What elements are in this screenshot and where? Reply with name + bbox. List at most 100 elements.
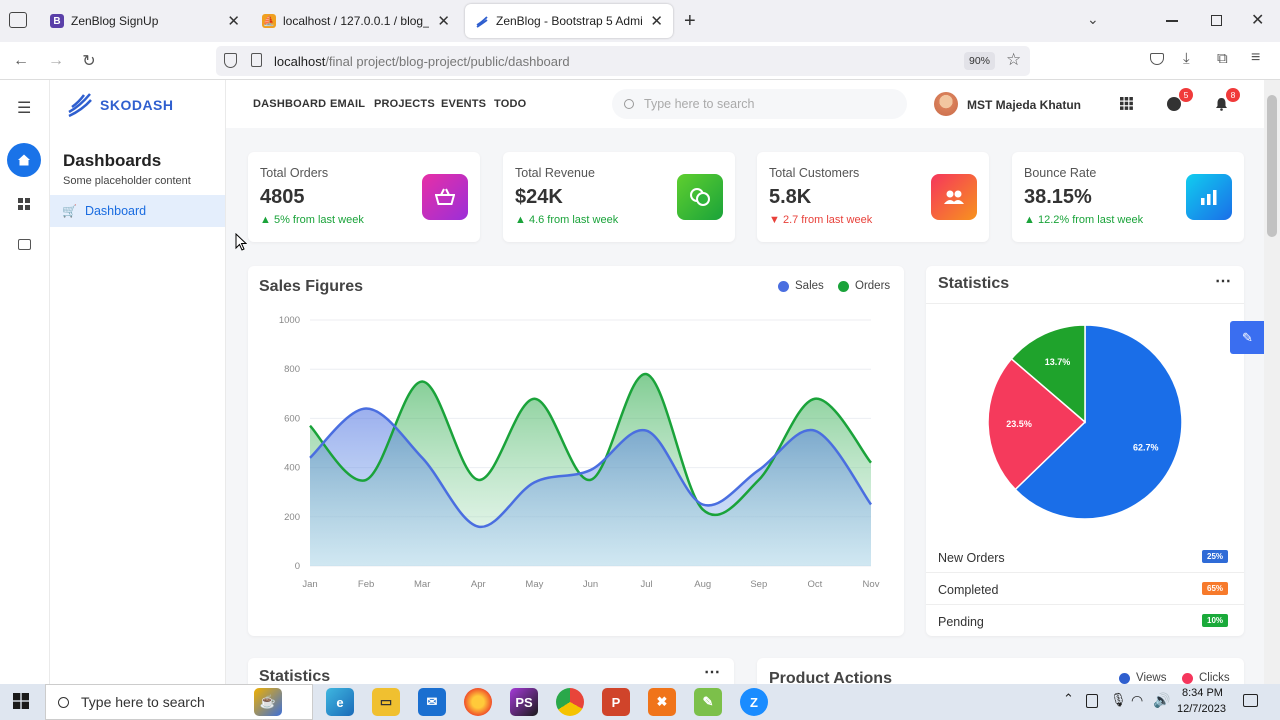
search-box[interactable]: Type here to search (612, 89, 907, 119)
x-tick-label: Oct (808, 579, 823, 590)
menu-icon[interactable]: ≡ (1251, 49, 1261, 66)
stat-change: ▲ 4.6 from last week (515, 214, 619, 226)
messenger-icon[interactable] (1167, 97, 1181, 111)
tab-zenblog-signup[interactable]: B ZenBlog SignUp ✕ (40, 4, 250, 38)
search-icon (58, 696, 69, 708)
mouse-cursor-icon (235, 232, 248, 256)
stat-card-total-orders: Total Orders 4805 ▲ 5% from last week (248, 152, 480, 242)
notepad-icon[interactable]: ✎ (694, 688, 722, 716)
money-icon (677, 174, 723, 220)
legend-dot (838, 280, 849, 292)
stat-value: 5.8K (769, 186, 812, 208)
x-tick-label: Jun (583, 579, 598, 590)
sales-figures-title: Sales Figures (259, 278, 364, 295)
taskbar-date[interactable]: 12/7/2023 (1177, 703, 1226, 715)
sidebar-item-dashboard[interactable]: 🛒 Dashboard (50, 195, 225, 227)
y-tick-label: 800 (284, 364, 300, 375)
hamburger-icon[interactable]: ☰ (17, 100, 32, 117)
line-sales (309, 407, 873, 528)
stat-row-label: New Orders (938, 551, 1005, 565)
messages-badge: 5 (1179, 88, 1193, 102)
tray-chevron-icon[interactable]: ⌃ (1063, 691, 1074, 706)
document-icon[interactable] (18, 239, 31, 250)
stat-change: ▼ 2.7 from last week (769, 214, 873, 226)
tab-zenblog-admin[interactable]: ZenBlog - Bootstrap 5 Admin T ✕ (465, 4, 673, 38)
forward-icon[interactable]: → (48, 52, 64, 69)
powerpoint-icon[interactable]: P (602, 688, 630, 716)
user-name[interactable]: MST Majeda Khatun (967, 98, 1082, 112)
nav-projects[interactable]: PROJECTS (374, 98, 435, 110)
firefox-icon[interactable] (464, 688, 492, 716)
legend-dot (1119, 672, 1130, 684)
x-tick-label: Aug (694, 579, 711, 590)
shield-icon[interactable] (224, 53, 237, 68)
extensions-icon[interactable]: ⧉ (1217, 50, 1228, 67)
minimize-icon[interactable] (1166, 20, 1178, 22)
home-icon[interactable] (7, 143, 41, 177)
more-options-icon[interactable]: ⋯ (704, 664, 720, 681)
arrow-up-icon: ▲ (1024, 214, 1038, 226)
download-icon[interactable]: ⤓ (1183, 50, 1190, 67)
page-icon[interactable] (251, 53, 262, 67)
close-tab-icon[interactable]: ✕ (650, 13, 663, 30)
chrome-icon[interactable] (556, 688, 584, 716)
stat-value: 4805 (260, 186, 305, 208)
url-text[interactable]: localhost/final project/blog-project/pub… (274, 54, 570, 69)
card-divider (926, 303, 1244, 304)
nav-dashboard[interactable]: DASHBOARD (253, 98, 327, 110)
bell-icon[interactable] (1215, 97, 1228, 116)
volume-icon[interactable]: 🔊 (1153, 692, 1171, 708)
chevron-down-icon[interactable]: ⌄ (1087, 11, 1099, 27)
close-tab-icon[interactable]: ✕ (227, 13, 240, 30)
taskbar-time[interactable]: 8:34 PM (1182, 687, 1223, 699)
nav-email[interactable]: EMAIL (330, 98, 366, 110)
legend-sales: Sales (778, 280, 824, 292)
reload-icon[interactable]: ↻ (82, 53, 96, 70)
file-explorer-icon[interactable]: ▭ (372, 688, 400, 716)
tab-phpmyadmin[interactable]: ⛵ localhost / 127.0.0.1 / blog_proj ✕ (252, 4, 460, 38)
stat-title: Total Customers (769, 166, 860, 180)
zoom-level[interactable]: 90% (964, 52, 996, 70)
new-tab-icon[interactable]: + (684, 10, 696, 32)
stat-row-label: Completed (938, 583, 999, 597)
windows-start-icon[interactable] (13, 693, 29, 714)
legend-orders: Orders (838, 280, 890, 292)
phpmyadmin-icon: ⛵ (262, 14, 276, 28)
scrollbar-thumb[interactable] (1267, 95, 1277, 237)
xampp-icon[interactable]: ✖ (648, 688, 676, 716)
tab-title: ZenBlog SignUp (71, 14, 159, 28)
sidebar-title: Dashboards (63, 151, 162, 170)
restore-icon[interactable] (1211, 15, 1222, 26)
tray-device-icon[interactable] (1086, 694, 1098, 708)
nav-todo[interactable]: TODO (494, 98, 527, 110)
stat-card-total-customers: Total Customers 5.8K ▼ 2.7 from last wee… (757, 152, 989, 242)
phpstorm-icon[interactable]: PS (510, 688, 538, 716)
back-icon[interactable]: ← (13, 52, 29, 69)
cart-icon: 🛒 (62, 204, 77, 218)
tab-list-icon[interactable] (9, 12, 27, 28)
nav-events[interactable]: EVENTS (441, 98, 487, 110)
theme-customizer-button[interactable]: ✎ (1230, 321, 1264, 354)
wifi-icon[interactable]: ◠ (1131, 692, 1144, 708)
star-icon[interactable]: ☆ (1006, 50, 1022, 69)
address-bar[interactable] (216, 46, 1030, 76)
x-tick-label: May (525, 579, 543, 590)
more-options-icon[interactable]: ⋯ (1215, 273, 1231, 290)
user-avatar[interactable] (934, 92, 958, 116)
microphone-icon[interactable]: 🎙 (1110, 692, 1127, 707)
x-tick-label: Mar (414, 579, 430, 590)
stat-row-pending: Pending 10% (926, 605, 1244, 637)
zoom-app-icon[interactable]: Z (740, 688, 768, 716)
grid-menu-icon[interactable] (1120, 97, 1133, 115)
apps-icon[interactable] (18, 197, 30, 215)
notification-center-icon[interactable] (1243, 694, 1258, 707)
edge-icon[interactable]: e (326, 688, 354, 716)
close-tab-icon[interactable]: ✕ (437, 13, 450, 30)
mail-icon[interactable]: ✉ (418, 688, 446, 716)
taskbar-search-placeholder: Type here to search (81, 694, 205, 710)
close-window-icon[interactable]: ✕ (1251, 12, 1265, 29)
brand-name[interactable]: SKODASH (100, 97, 174, 113)
search-highlight-icon[interactable]: ☕ (254, 688, 282, 716)
pocket-icon[interactable] (1150, 53, 1164, 65)
sales-figures-card: Sales Figures Sales Orders 0 200 400 600 800… (248, 266, 904, 636)
